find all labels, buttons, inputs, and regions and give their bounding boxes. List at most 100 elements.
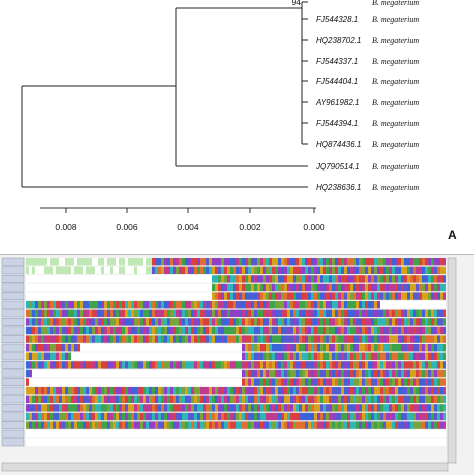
residue-cell	[257, 430, 260, 438]
residue-cell	[110, 404, 113, 412]
residue-cell	[347, 352, 350, 360]
residue-cell	[62, 266, 65, 274]
vertical-scrollbar[interactable]	[447, 257, 457, 464]
sequence-name-cell[interactable]	[1, 257, 25, 266]
residue-cell	[440, 438, 443, 446]
residue-cell	[179, 361, 182, 369]
residue-cell	[371, 326, 374, 335]
residue-cell	[218, 438, 221, 446]
residue-cell	[65, 352, 68, 360]
sequence-name-cell[interactable]	[1, 395, 25, 404]
residue-cell	[209, 292, 212, 300]
sequence-name-cell[interactable]	[1, 360, 25, 369]
residue-cell	[404, 430, 407, 438]
residue-cell	[365, 292, 368, 300]
residue-cell	[269, 344, 272, 352]
residue-cell	[50, 283, 53, 292]
sequence-name-cell[interactable]	[1, 309, 25, 318]
residue-cell	[170, 421, 173, 429]
sequence-name-cell[interactable]	[1, 343, 25, 352]
residue-cell	[296, 404, 299, 412]
sequence-name-cell[interactable]	[1, 335, 25, 344]
sequence-name-cell[interactable]	[1, 292, 25, 301]
residue-cell	[287, 412, 290, 421]
residue-cell	[335, 292, 338, 300]
residue-cell	[410, 404, 413, 412]
horizontal-scrollbar[interactable]	[1, 462, 449, 472]
residue-cell	[245, 309, 248, 317]
alignment-row	[1, 257, 446, 266]
residue-cell	[437, 326, 440, 335]
residue-cell	[386, 292, 389, 300]
sequence-name-cell[interactable]	[1, 438, 25, 447]
residue-cell	[161, 387, 164, 395]
sequence-name-cell[interactable]	[1, 266, 25, 275]
residue-cell	[338, 326, 341, 335]
residue-cell	[143, 404, 146, 412]
residue-cell	[227, 301, 230, 309]
residue-cell	[389, 387, 392, 395]
residue-cell	[188, 344, 191, 352]
residue-cell	[194, 344, 197, 352]
sequence-name-cell[interactable]	[1, 369, 25, 378]
residue-cell	[431, 395, 434, 403]
residue-cell	[59, 387, 62, 395]
residue-cell	[371, 266, 374, 274]
residue-cell	[194, 430, 197, 438]
residue-cell	[326, 412, 329, 421]
residue-cell	[86, 352, 89, 360]
residue-cell	[350, 378, 353, 386]
residue-cell	[431, 283, 434, 292]
sequence-name-cell[interactable]	[1, 326, 25, 335]
residue-cell	[407, 344, 410, 352]
sequence-name-cell[interactable]	[1, 412, 25, 421]
residue-cell	[221, 387, 224, 395]
sequence-name-cell[interactable]	[1, 378, 25, 387]
residue-cell	[257, 292, 260, 300]
residue-cell	[125, 292, 128, 300]
residue-cell	[53, 309, 56, 317]
residue-cell	[413, 344, 416, 352]
residue-cell	[107, 395, 110, 403]
sequence-name-cell[interactable]	[1, 352, 25, 361]
residue-cell	[383, 326, 386, 335]
residue-cell	[314, 438, 317, 446]
sequence-name-cell[interactable]	[1, 317, 25, 326]
residue-cell	[26, 301, 29, 309]
residue-cell	[293, 258, 296, 266]
residue-cell	[260, 326, 263, 335]
residue-cell	[236, 275, 239, 283]
residue-cell	[200, 412, 203, 421]
residue-cell	[80, 395, 83, 403]
sequence-name-cell[interactable]	[1, 300, 25, 309]
sequence-name-cell[interactable]	[1, 283, 25, 292]
residue-cell	[209, 344, 212, 352]
residue-cell	[272, 301, 275, 309]
residue-cell	[260, 430, 263, 438]
residue-cell	[158, 369, 161, 378]
residue-cell	[230, 430, 233, 438]
residue-cell	[299, 412, 302, 421]
residue-cell	[200, 326, 203, 335]
residue-cell	[440, 266, 443, 274]
residue-cell	[32, 369, 35, 378]
residue-cell	[428, 301, 431, 309]
sequence-alignment-viewer[interactable]	[0, 254, 474, 475]
sequence-name-cell[interactable]	[1, 274, 25, 283]
residue-cell	[269, 395, 272, 403]
residue-cell	[443, 412, 446, 421]
alignment-row	[1, 421, 446, 430]
residue-cell	[113, 318, 116, 326]
sequence-name-cell[interactable]	[1, 386, 25, 395]
residue-cell	[203, 318, 206, 326]
residue-cell	[191, 430, 194, 438]
residue-cell	[227, 318, 230, 326]
residue-cell	[344, 344, 347, 352]
sequence-name-cell[interactable]	[1, 429, 25, 438]
residue-cell	[329, 326, 332, 335]
residue-cell	[257, 361, 260, 369]
residue-cell	[314, 283, 317, 292]
residue-cell	[185, 378, 188, 386]
sequence-name-cell[interactable]	[1, 421, 25, 430]
sequence-name-cell[interactable]	[1, 403, 25, 412]
